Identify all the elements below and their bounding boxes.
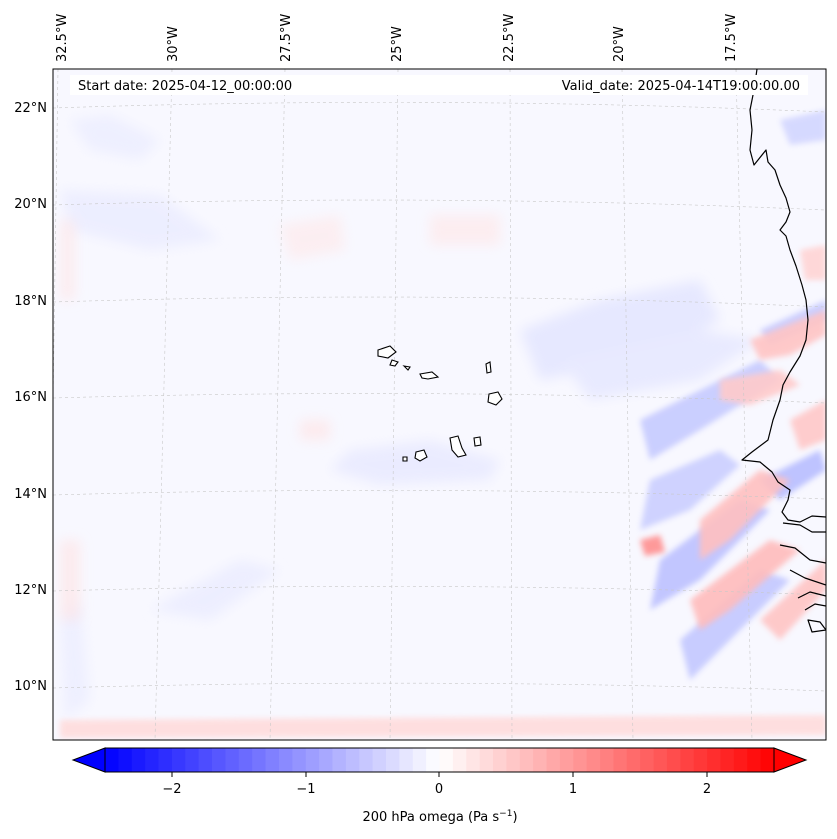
- colorbar-cell: [105, 748, 119, 772]
- colorbar-cell: [452, 748, 467, 772]
- colorbar-tick-2: 2: [703, 782, 711, 797]
- colorbar-extend-min: [71, 747, 106, 773]
- colorbar-cell: [198, 748, 213, 772]
- lat-label-18n: 18°N: [14, 294, 47, 309]
- colorbar-cell: [131, 748, 146, 772]
- colorbar-label-main: 200 hPa omega (Pa s: [362, 810, 499, 825]
- colorbar-tick-0: 0: [435, 782, 443, 797]
- valid-date-label: Valid_date: 2025-04-14T19:00:00.00: [562, 79, 800, 94]
- colorbar-cell: [533, 748, 547, 772]
- start-date-label: Start date: 2025-04-12_00:00:00: [78, 79, 292, 94]
- lon-label-27-5w: 27.5°W: [279, 14, 294, 62]
- colorbar-cell: [506, 748, 521, 772]
- lon-label-17-5w: 17.5°W: [724, 14, 739, 62]
- colorbar-cell: [653, 748, 668, 772]
- colorbar-cell: [185, 748, 200, 772]
- colorbar-cell: [292, 748, 307, 772]
- colorbar-cell: [519, 748, 534, 772]
- graticule: [53, 69, 826, 740]
- colorbar-cell: [305, 748, 320, 772]
- lon-label-20w: 20°W: [612, 26, 627, 62]
- colorbar-cell: [332, 748, 347, 772]
- colorbar-cell: [145, 748, 159, 772]
- lat-label-12n: 12°N: [14, 583, 47, 598]
- colorbar-cell: [278, 748, 293, 772]
- colorbar-cell: [573, 748, 588, 772]
- lon-label-25w: 25°W: [390, 26, 405, 62]
- lat-label-16n: 16°N: [14, 390, 47, 405]
- colorbar-cell: [345, 748, 360, 772]
- colorbar-cell: [733, 748, 748, 772]
- colorbar-cell: [640, 748, 654, 772]
- colorbar-cell: [586, 748, 601, 772]
- lat-label-22n: 22°N: [14, 101, 47, 116]
- lat-label-14n: 14°N: [14, 487, 47, 502]
- colorbar-cell: [680, 748, 695, 772]
- colorbar-cell: [546, 748, 561, 772]
- colorbar-cell: [385, 748, 400, 772]
- omega-field: Start date: 2025-04-12_00:00:00 Valid_da…: [53, 69, 826, 740]
- colorbar-cell: [693, 748, 708, 772]
- colorbar-cell: [600, 748, 614, 772]
- latitude-labels: 22°N 20°N 18°N 16°N 14°N 12°N 10°N: [14, 101, 47, 694]
- lon-label-32-5w: 32.5°W: [55, 14, 70, 62]
- colorbar-tick-1: 1: [569, 782, 577, 797]
- colorbar-cell: [171, 748, 186, 772]
- header-strip: [70, 75, 808, 95]
- colorbar-cell: [319, 748, 333, 772]
- colorbar-extend-max: [773, 747, 808, 773]
- colorbar-ticks: [171, 772, 708, 777]
- colorbar-cell: [626, 748, 641, 772]
- colorbar-cell: [466, 748, 481, 772]
- colorbar-tick-neg1: −1: [296, 782, 315, 797]
- colorbar-cell: [720, 748, 735, 772]
- colorbar-tick-neg2: −2: [162, 782, 181, 797]
- colorbar-cell: [158, 748, 173, 772]
- colorbar-cell: [265, 748, 280, 772]
- colorbar-cell: [613, 748, 628, 772]
- colorbar-label-close: ): [512, 810, 517, 825]
- colorbar-cell: [252, 748, 266, 772]
- cape-verde-islands: [377, 345, 503, 462]
- longitude-labels: 32.5°W 30°W 27.5°W 25°W 22.5°W 20°W 17.5…: [55, 14, 739, 62]
- colorbar-cell: [666, 748, 681, 772]
- colorbar-cell: [439, 748, 454, 772]
- colorbar-cell: [412, 748, 427, 772]
- colorbar-label: 200 hPa omega (Pa s−1): [362, 809, 517, 825]
- colorbar-cell: [225, 748, 240, 772]
- lat-label-10n: 10°N: [14, 679, 47, 694]
- colorbar-cell: [479, 748, 494, 772]
- coastline: [741, 69, 826, 633]
- map-frame: [52, 68, 827, 741]
- colorbar-cell: [238, 748, 253, 772]
- colorbar-cell: [707, 748, 721, 772]
- colorbar-cell: [212, 748, 226, 772]
- colorbar-cell: [426, 748, 440, 772]
- colorbar-cell: [760, 748, 775, 772]
- colorbar-cell: [372, 748, 387, 772]
- colorbar-cell: [493, 748, 507, 772]
- colorbar-cells: [105, 748, 775, 772]
- colorbar-cell: [747, 748, 762, 772]
- lon-label-30w: 30°W: [166, 26, 181, 62]
- lat-label-20n: 20°N: [14, 197, 47, 212]
- lon-label-22-5w: 22.5°W: [502, 14, 517, 62]
- colorbar-cell: [359, 748, 373, 772]
- colorbar-cell: [399, 748, 414, 772]
- colorbar: −2 −1 0 1 2 200 hPa omega (Pa s−1): [71, 747, 808, 825]
- colorbar-cell: [559, 748, 574, 772]
- colorbar-cell: [118, 748, 133, 772]
- colorbar-label-exponent: −1: [499, 809, 512, 819]
